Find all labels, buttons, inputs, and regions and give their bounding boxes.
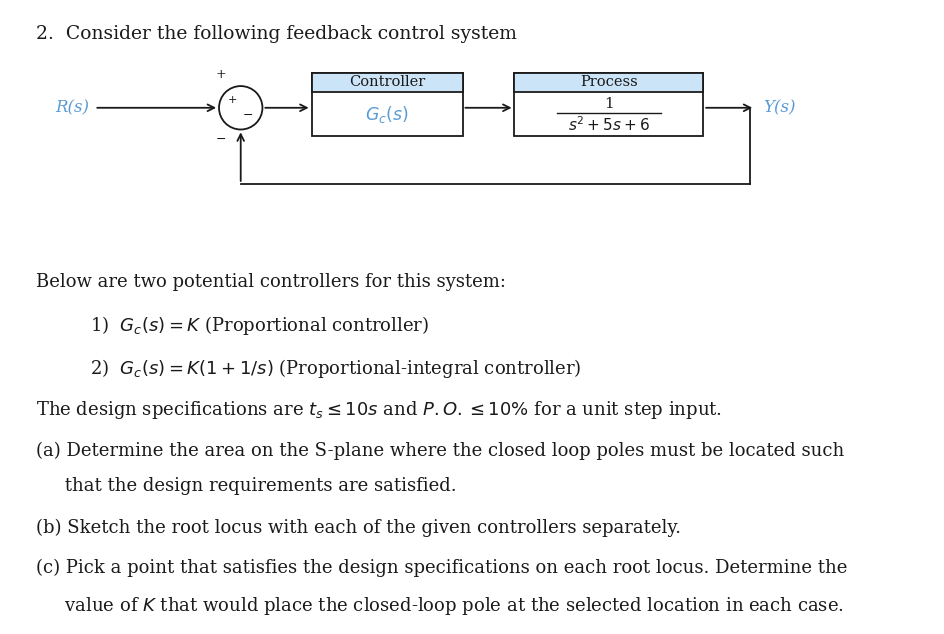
Text: −: −	[243, 109, 254, 122]
Text: +: +	[228, 94, 237, 105]
Text: Process: Process	[580, 75, 638, 89]
Bar	[312, 73, 463, 92]
Text: The design specifications are $t_s \leq 10s$ and $P.O. \leq 10\%$ for a unit ste: The design specifications are $t_s \leq …	[36, 399, 722, 422]
Text: R(s): R(s)	[56, 100, 90, 116]
Text: value of $K$ that would place the closed-loop pole at the selected location in e: value of $K$ that would place the closed…	[36, 595, 844, 617]
Text: −: −	[215, 133, 226, 146]
Text: 1: 1	[604, 97, 614, 111]
Text: Below are two potential controllers for this system:: Below are two potential controllers for …	[36, 273, 506, 290]
Bar	[514, 73, 703, 92]
Text: that the design requirements are satisfied.: that the design requirements are satisfi…	[36, 477, 457, 495]
Text: (b) Sketch the root locus with each of the given controllers separately.: (b) Sketch the root locus with each of t…	[36, 519, 681, 537]
Text: $s^2 + 5s + 6$: $s^2 + 5s + 6$	[568, 115, 649, 134]
Bar	[312, 73, 463, 136]
Ellipse shape	[219, 86, 262, 129]
Text: Y(s): Y(s)	[763, 100, 795, 116]
Text: 2.  Consider the following feedback control system: 2. Consider the following feedback contr…	[36, 25, 516, 43]
Bar	[514, 73, 703, 136]
Text: +: +	[215, 68, 226, 81]
Text: (a) Determine the area on the S-plane where the closed loop poles must be locate: (a) Determine the area on the S-plane wh…	[36, 442, 844, 460]
Text: Controller: Controller	[349, 75, 425, 89]
Text: 1)  $G_c(s) = K$ (Proportional controller): 1) $G_c(s) = K$ (Proportional controller…	[90, 314, 429, 337]
Text: $G_c(s)$: $G_c(s)$	[365, 103, 409, 125]
Text: (c) Pick a point that satisfies the design specifications on each root locus. De: (c) Pick a point that satisfies the desi…	[36, 559, 848, 578]
Text: 2)  $G_c(s) = K(1 + 1/s)$ (Proportional-integral controller): 2) $G_c(s) = K(1 + 1/s)$ (Proportional-i…	[90, 357, 582, 380]
